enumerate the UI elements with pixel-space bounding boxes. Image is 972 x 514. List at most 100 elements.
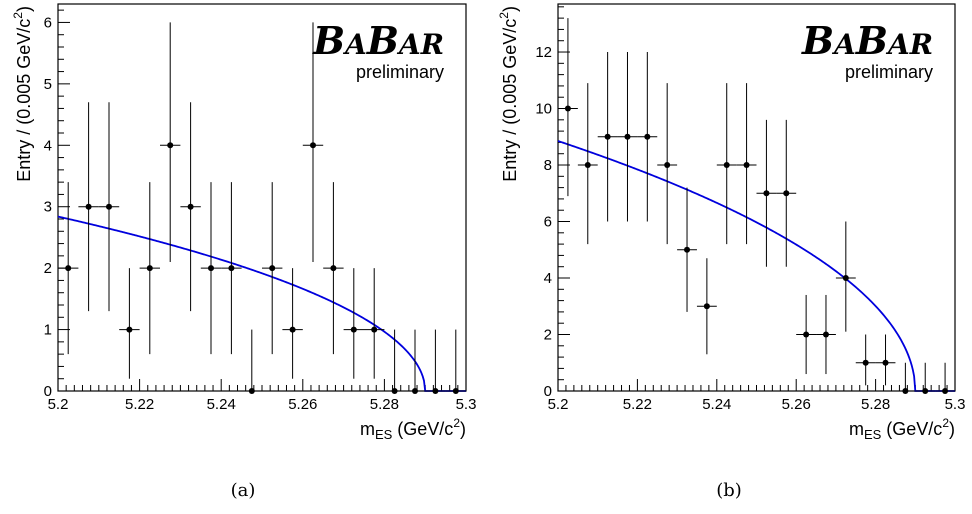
chart-a-data-point xyxy=(58,182,79,355)
chart-a-data-marker xyxy=(330,265,337,272)
chart-b-data-point xyxy=(577,83,598,245)
chart-b-data-point xyxy=(875,334,896,386)
chart-a-data-marker xyxy=(126,326,133,333)
chart-a-data-point xyxy=(262,182,283,355)
chart-a-data-point xyxy=(139,182,160,355)
chart-a-x-axis-label-main: m xyxy=(360,419,375,439)
chart-b-x-axis-label-main: m xyxy=(849,419,864,439)
chart-b-x-tick-label: 5.2 xyxy=(548,396,569,413)
chart-a-x-axis-label-sub: ES xyxy=(375,427,393,442)
chart-b-data-marker xyxy=(684,246,691,253)
chart-a-x-tick-label: 5.3 xyxy=(456,396,477,413)
chart-a-data-point xyxy=(98,102,120,312)
chart-b-y-axis-label: Entry / (0.005 GeV/c2) xyxy=(497,6,520,182)
chart-a-data-marker xyxy=(106,203,112,210)
chart-b-data-point xyxy=(855,334,876,386)
chart-a-y-tick-label: 5 xyxy=(44,76,52,93)
chart-a-data-marker xyxy=(289,326,296,333)
chart-b-data-marker xyxy=(624,133,631,140)
chart-a-data-point xyxy=(445,329,466,394)
chart-a-x-tick-label: 5.28 xyxy=(370,396,399,413)
chart-a-y-tick-label: 1 xyxy=(44,322,52,339)
chart-a-y-tick-label: 3 xyxy=(44,199,52,216)
chart-b-data-marker xyxy=(862,359,869,366)
chart-a-x-tick-label: 5.24 xyxy=(207,396,236,413)
chart-a-data-marker xyxy=(371,326,378,333)
chart-a-data-marker xyxy=(85,203,92,210)
chart-a-data-point xyxy=(282,268,303,379)
chart-a-y-axis-label-main: Entry / (0.005 GeV/c xyxy=(14,19,34,182)
chart-b-fit-curve xyxy=(557,140,955,392)
chart-b-data-marker xyxy=(644,133,651,140)
chart-b-data-point xyxy=(796,294,817,375)
chart-a-data-point xyxy=(221,182,242,355)
caption-a: (a) xyxy=(230,480,256,501)
chart-a-data-marker xyxy=(65,265,72,272)
chart-a-data-marker xyxy=(228,265,235,272)
chart-a-y-axis-label-close: ) xyxy=(14,6,34,12)
chart-a-y-axis-label: Entry / (0.005 GeV/c2) xyxy=(11,6,34,182)
chart-b: 5.2 5.22 5.24 5.26 5.28 5.3 0 2 4 6 8 10 12 mES (GeV/… xyxy=(497,3,966,442)
chart-b-y-tick-label: 10 xyxy=(535,101,552,118)
chart-b-x-axis-label-sub: ES xyxy=(864,427,882,442)
chart-a-babar-logo-b2: B xyxy=(366,18,399,63)
chart-b-data-point xyxy=(835,221,856,332)
chart-a-data-marker xyxy=(412,388,418,394)
chart-b-data-point xyxy=(756,119,777,267)
chart-a-data-point xyxy=(180,102,201,312)
chart-panel-b: 5.2 5.22 5.24 5.26 5.28 5.3 0 2 4 6 8 10 12 mES (GeV/… xyxy=(486,0,972,470)
chart-b-data-point xyxy=(716,83,737,245)
chart-b-data-marker xyxy=(664,162,671,169)
chart-b-data-point xyxy=(935,362,955,394)
chart-b-data-marker xyxy=(803,331,810,338)
chart-b-x-axis-label-sup: 2 xyxy=(942,416,949,430)
chart-a-babar-logo-b1: B xyxy=(312,18,345,63)
chart-b-x-tick-label: 5.3 xyxy=(945,396,966,413)
chart-b-data-marker xyxy=(902,388,909,394)
chart-b-data-marker xyxy=(783,190,790,197)
chart-a-x-axis-label-unit: (GeV/c xyxy=(392,419,453,439)
chart-b-x-tick-label: 5.24 xyxy=(702,396,731,413)
chart-b-x-axis-label-close: ) xyxy=(949,419,955,439)
chart-a-data-marker xyxy=(167,142,174,149)
chart-b-data-marker xyxy=(584,162,591,169)
chart-panel-a: 5.2 5.22 5.24 5.26 5.28 5.3 0 1 2 3 4 5 6 mES (GeV/c2… xyxy=(0,0,486,470)
caption-b: (b) xyxy=(716,480,742,501)
chart-b-data-point xyxy=(597,52,618,222)
chart-a-y-tick-label: 6 xyxy=(44,14,52,31)
chart-a-data-point xyxy=(200,182,222,355)
chart-a-data-point xyxy=(343,268,364,379)
chart-b-y-axis-label-main: Entry / (0.005 GeV/c xyxy=(500,19,520,182)
chart-b-data-point xyxy=(776,119,797,267)
chart-b-x-tick-label: 5.22 xyxy=(623,396,652,413)
chart-b-y-tick-label: 2 xyxy=(544,327,552,344)
chart-a-data-point xyxy=(119,268,140,379)
chart-a-data-point xyxy=(241,329,262,394)
chart-a-data-marker xyxy=(391,388,398,394)
chart-a-babar-logo: BABAR xyxy=(312,18,444,63)
chart-b-data-point xyxy=(816,294,836,375)
chart-a-x-tick-label: 5.26 xyxy=(288,396,317,413)
chart-a-data-point xyxy=(364,268,385,379)
chart-b-data-marker xyxy=(703,303,710,310)
chart-a-x-tick-label: 5.22 xyxy=(125,396,154,413)
chart-a-data-marker xyxy=(452,388,459,394)
chart-a-data-marker xyxy=(146,265,153,272)
chart-b-babar-logo-b2: B xyxy=(855,18,888,63)
chart-b-x-tick-label: 5.28 xyxy=(861,396,890,413)
chart-a-data-marker xyxy=(269,265,276,272)
chart-a-data-marker xyxy=(248,388,255,394)
chart-b-data-point xyxy=(617,52,638,222)
chart-a-data-marker xyxy=(432,388,439,394)
chart-b-data-point xyxy=(696,258,717,355)
chart-b-x-axis-label: mES (GeV/c2) xyxy=(849,416,955,442)
chart-b-y-tick-label: 4 xyxy=(544,270,552,287)
chart-b-data-point xyxy=(657,83,678,245)
chart-a-x-axis-label-sup: 2 xyxy=(453,416,460,430)
chart-a-data-marker xyxy=(187,203,194,210)
chart-b-babar-logo-a1: A xyxy=(831,28,856,61)
chart-b-data-point xyxy=(677,187,697,312)
chart-b-data-point xyxy=(736,83,757,245)
chart-b-data-marker xyxy=(763,190,770,197)
